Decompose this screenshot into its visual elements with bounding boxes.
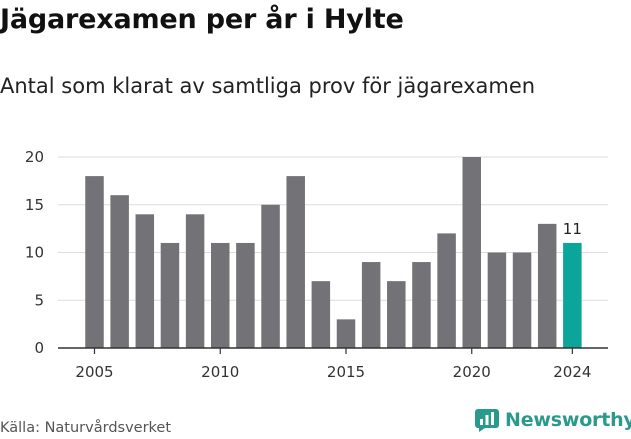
bar	[487, 252, 507, 348]
y-tick-label: 10	[25, 244, 44, 262]
bar	[412, 262, 431, 348]
bar	[437, 233, 456, 348]
newsworthy-logo-icon	[475, 409, 499, 432]
x-tick-label: 2024	[553, 363, 591, 381]
bar	[512, 252, 532, 348]
bar	[110, 195, 129, 348]
bar	[85, 176, 104, 348]
bar	[387, 281, 406, 348]
bar	[286, 176, 305, 348]
y-tick-label: 5	[34, 291, 44, 309]
data-label: 11	[563, 220, 582, 238]
x-tick-label: 2015	[327, 363, 365, 381]
bar	[537, 223, 557, 348]
chart-title: Jägarexamen per år i Hylte	[0, 4, 404, 35]
bar	[563, 242, 582, 348]
bar	[135, 214, 155, 348]
y-tick-label: 20	[25, 148, 44, 166]
y-tick-label: 15	[25, 196, 44, 214]
bar	[185, 214, 205, 348]
bar	[236, 242, 255, 348]
bar	[311, 281, 331, 348]
x-tick-label: 2005	[75, 363, 113, 381]
bar	[361, 262, 381, 348]
bar	[211, 242, 230, 348]
chart-subtitle: Antal som klarat av samtliga prov för jä…	[0, 74, 536, 98]
bar	[261, 204, 280, 348]
bar	[160, 242, 180, 348]
bar	[336, 319, 356, 348]
y-tick-label: 0	[34, 339, 44, 357]
source-note: Källa: Naturvårdsverket	[0, 420, 172, 436]
x-tick-label: 2020	[453, 363, 491, 381]
brand-logo[interactable]: Newsworthy	[475, 408, 631, 432]
brand-name: Newsworthy	[505, 409, 631, 431]
bar-chart: 0 5 10 15 20 2005 2010 2015 2020 2024 11	[25, 148, 608, 381]
x-tick-label: 2010	[201, 363, 239, 381]
bar	[462, 157, 481, 348]
